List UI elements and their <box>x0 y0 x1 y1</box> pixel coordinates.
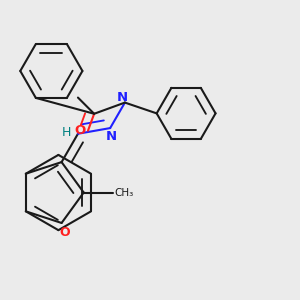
Text: O: O <box>74 124 85 137</box>
Text: H: H <box>62 126 71 139</box>
Text: N: N <box>117 91 128 104</box>
Text: O: O <box>60 226 70 238</box>
Text: CH₃: CH₃ <box>115 188 134 197</box>
Text: N: N <box>106 130 117 143</box>
